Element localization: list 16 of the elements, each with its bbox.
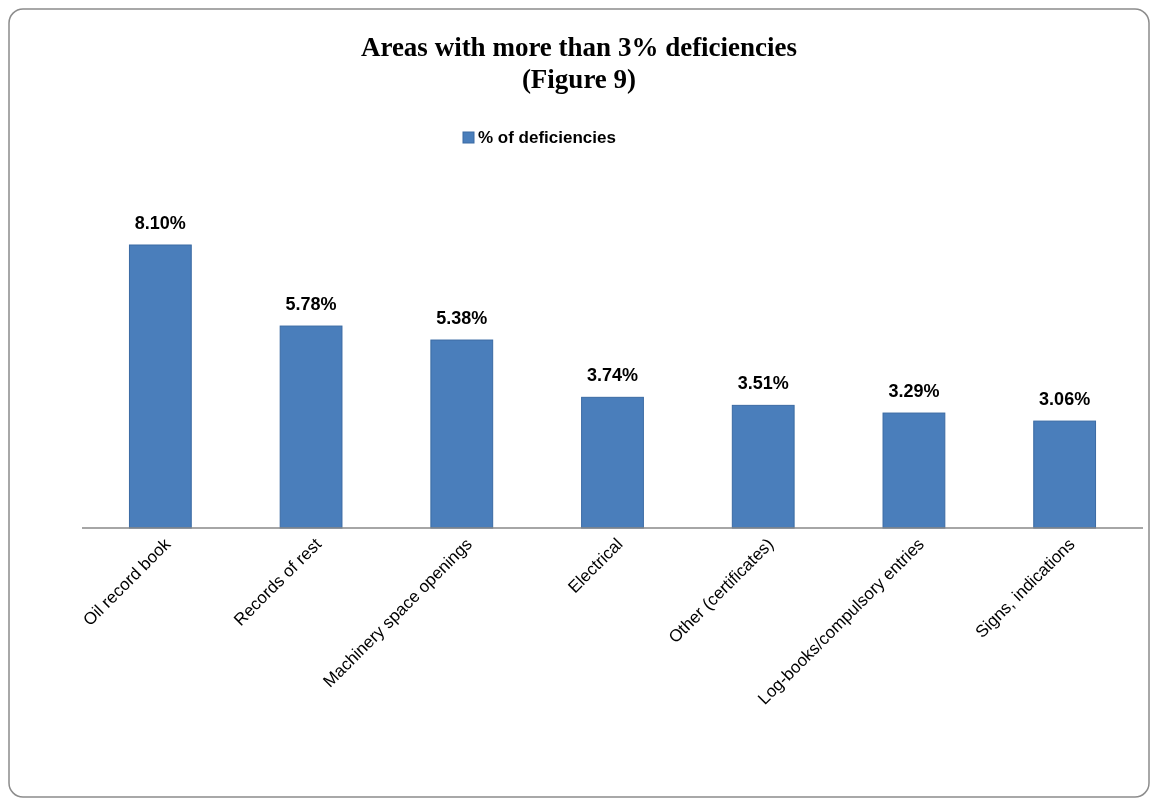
data-label: 3.51% xyxy=(737,373,789,394)
legend-label: % of deficiencies xyxy=(478,128,616,147)
chart-title: Areas with more than 3% deficiencies (Figure 9) xyxy=(360,32,798,94)
bar xyxy=(279,325,343,529)
data-label: 5.78% xyxy=(285,294,337,315)
data-label: 3.74% xyxy=(586,365,639,386)
bar xyxy=(581,396,644,529)
data-label: 8.10% xyxy=(134,213,186,233)
bar xyxy=(128,244,192,529)
bar xyxy=(1033,420,1097,529)
bar xyxy=(882,412,946,529)
data-label: 3.06% xyxy=(1039,389,1091,410)
data-label: 5.38% xyxy=(436,308,488,329)
bar xyxy=(731,404,795,529)
data-label: 3.29% xyxy=(888,381,940,402)
bar xyxy=(430,339,494,529)
